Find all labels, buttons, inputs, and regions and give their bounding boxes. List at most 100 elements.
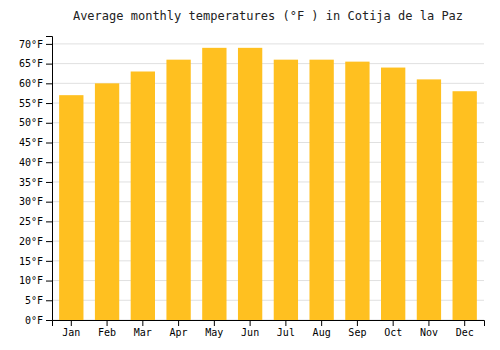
- y-tick: 20°F: [19, 236, 52, 247]
- bar: [453, 91, 477, 320]
- y-tick-mark: [46, 300, 52, 301]
- y-tick-mark: [46, 182, 52, 183]
- grid: [52, 44, 484, 320]
- x-tick-label: Dec: [456, 327, 474, 338]
- x-tick-label: Jul: [277, 327, 295, 338]
- x-tick-mark: [357, 320, 358, 326]
- x-axis: Jan Feb Mar Apr May Jun Jul Aug Sep Oct Nov Dec: [53, 320, 485, 338]
- x-tick-mark: [464, 320, 465, 326]
- x-tick-mark: [250, 320, 251, 326]
- y-tick: 10°F: [19, 275, 52, 286]
- x-tick-label: May: [205, 327, 223, 338]
- x-tick: Jan: [62, 320, 80, 338]
- bar: [95, 83, 119, 320]
- x-tick-label: Aug: [313, 327, 331, 338]
- y-tick: 55°F: [19, 98, 52, 109]
- y-tick-label: 55°F: [19, 98, 43, 109]
- y-tick-label: 30°F: [19, 196, 43, 207]
- x-tick: Mar: [134, 320, 152, 338]
- y-tick-label: 25°F: [19, 216, 43, 227]
- x-tick: Feb: [98, 320, 116, 338]
- x-tick-mark: [71, 320, 72, 326]
- y-tick-mark: [46, 123, 52, 124]
- y-tick: 65°F: [19, 58, 52, 69]
- y-tick-label: 0°F: [25, 315, 43, 326]
- y-tick: 25°F: [19, 216, 52, 227]
- y-tick: 0°F: [25, 315, 52, 326]
- x-tick-mark: [285, 320, 286, 326]
- y-tick-mark: [46, 261, 52, 262]
- bars: [59, 48, 477, 320]
- x-tick-mark: [142, 320, 143, 326]
- bar: [274, 60, 298, 320]
- y-axis: 0°F 5°F 10°F 15°F 20°F 25°F 30°F 35°F 40°F 45°F 50…: [19, 37, 53, 326]
- plot: 0°F 5°F 10°F 15°F 20°F 25°F 30°F 35°F 40°F 45°F 50…: [19, 37, 485, 339]
- x-tick-mark: [393, 320, 394, 326]
- x-tick-label: Sep: [348, 327, 366, 338]
- y-tick-mark: [46, 83, 52, 84]
- x-axis-line: [53, 321, 485, 327]
- y-tick: 50°F: [19, 117, 52, 128]
- x-tick: Oct: [384, 320, 402, 338]
- bar: [345, 62, 369, 320]
- y-tick-label: 70°F: [19, 39, 43, 50]
- y-tick: 40°F: [19, 157, 52, 168]
- y-tick-label: 10°F: [19, 275, 43, 286]
- y-tick-label: 60°F: [19, 78, 43, 89]
- y-tick-label: 35°F: [19, 177, 43, 188]
- y-tick-mark: [46, 64, 52, 65]
- y-tick-label: 40°F: [19, 157, 43, 168]
- y-tick-label: 5°F: [25, 295, 43, 306]
- x-tick-mark: [428, 320, 429, 326]
- x-tick-mark: [321, 320, 322, 326]
- x-tick: Aug: [313, 320, 331, 338]
- y-tick-mark: [46, 221, 52, 222]
- y-tick-label: 65°F: [19, 58, 43, 69]
- x-tick: Jun: [241, 320, 259, 338]
- chart: 0°F 5°F 10°F 15°F 20°F 25°F 30°F 35°F 40°F 45°F 50…: [0, 0, 500, 350]
- x-tick: Jul: [277, 320, 295, 338]
- x-tick-mark: [107, 320, 108, 326]
- y-tick: 15°F: [19, 256, 52, 267]
- y-tick-mark: [46, 320, 52, 321]
- y-tick-mark: [46, 44, 52, 45]
- y-tick-label: 20°F: [19, 236, 43, 247]
- bar: [309, 60, 333, 320]
- bar: [238, 48, 262, 320]
- x-tick-mark: [178, 320, 179, 326]
- x-tick-mark: [214, 320, 215, 326]
- x-tick: Nov: [420, 320, 438, 338]
- y-tick: 60°F: [19, 78, 52, 89]
- x-tick: May: [205, 320, 223, 338]
- x-tick: Apr: [170, 320, 188, 338]
- x-tick-label: Apr: [170, 327, 188, 338]
- y-tick: 70°F: [19, 39, 52, 50]
- x-tick-label: Nov: [420, 327, 438, 338]
- bar: [202, 48, 226, 320]
- x-tick: Dec: [456, 320, 474, 338]
- y-tick-mark: [46, 241, 52, 242]
- y-tick-mark: [46, 103, 52, 104]
- y-tick-mark: [46, 281, 52, 282]
- grid-line: [52, 43, 484, 44]
- y-tick: 45°F: [19, 137, 52, 148]
- bar: [59, 95, 83, 320]
- y-tick: 30°F: [19, 196, 52, 207]
- x-tick-label: Jun: [241, 327, 259, 338]
- y-tick-label: 15°F: [19, 256, 43, 267]
- x-tick-label: Mar: [134, 327, 152, 338]
- y-tick: 35°F: [19, 177, 52, 188]
- y-tick-label: 50°F: [19, 117, 43, 128]
- y-axis-line: [46, 37, 53, 321]
- x-tick: Sep: [348, 320, 366, 338]
- bar: [417, 79, 441, 320]
- x-tick-label: Feb: [98, 327, 116, 338]
- bar: [131, 72, 155, 321]
- y-tick-mark: [46, 143, 52, 144]
- bar: [381, 68, 405, 320]
- title: Average monthly temperatures (°F ) in Co…: [73, 9, 463, 23]
- bar: [166, 60, 190, 320]
- x-tick-label: Oct: [384, 327, 402, 338]
- y-tick-mark: [46, 162, 52, 163]
- grid-line: [52, 63, 484, 64]
